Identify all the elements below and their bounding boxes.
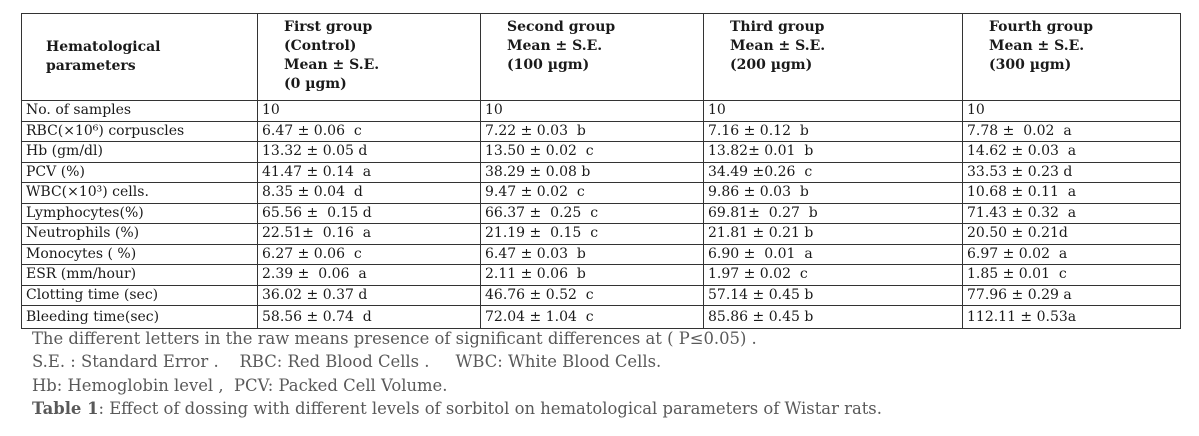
cell-third-group: 85.86 ± 0.45 b bbox=[703, 305, 963, 329]
cell-fourth-group: 77.96 ± 0.29 a bbox=[962, 284, 1181, 306]
cell-first-group: 22.51± 0.16 a bbox=[257, 223, 481, 245]
table-header-row: Hematological parameters First group (Co… bbox=[21, 13, 1181, 101]
cell-second-group: 10 bbox=[480, 100, 704, 122]
cell-third-group: 10 bbox=[703, 100, 963, 122]
cell-third-group: 69.81± 0.27 b bbox=[703, 202, 963, 224]
cell-parameter: ESR (mm/hour) bbox=[21, 264, 258, 286]
cell-fourth-group: 71.43 ± 0.32 a bbox=[962, 202, 1181, 224]
table-row: WBC(×10³) cells. 8.35 ± 0.04 d 9.47 ± 0.02… bbox=[21, 182, 1181, 204]
cell-parameter: PCV (%) bbox=[21, 161, 258, 183]
cell-third-group: 7.16 ± 0.12 b bbox=[703, 120, 963, 142]
hematology-table: Hematological parameters First group (Co… bbox=[21, 13, 1181, 329]
cell-parameter: RBC(×10⁶) corpuscles bbox=[21, 120, 258, 142]
cell-parameter: Clotting time (sec) bbox=[21, 284, 258, 306]
cell-parameter: Lymphocytes(%) bbox=[21, 202, 258, 224]
note-abbreviations-2: Hb: Hemoglobin level , PCV: Packed Cell … bbox=[32, 375, 448, 395]
header-third-group: Third group Mean ± S.E. (200 µgm) bbox=[703, 13, 963, 101]
cell-first-group: 36.02 ± 0.37 d bbox=[257, 284, 481, 306]
cell-fourth-group: 20.50 ± 0.21d bbox=[962, 223, 1181, 245]
cell-first-group: 13.32 ± 0.05 d bbox=[257, 141, 481, 163]
cell-fourth-group: 1.85 ± 0.01 c bbox=[962, 264, 1181, 286]
cell-first-group: 58.56 ± 0.74 d bbox=[257, 305, 481, 329]
table-notes: The different letters in the raw means p… bbox=[32, 327, 882, 421]
cell-first-group: 65.56 ± 0.15 d bbox=[257, 202, 481, 224]
cell-second-group: 46.76 ± 0.52 c bbox=[480, 284, 704, 306]
cell-fourth-group: 10.68 ± 0.11 a bbox=[962, 182, 1181, 204]
header-second-group: Second group Mean ± S.E. (100 µgm) bbox=[480, 13, 704, 101]
table-row: RBC(×10⁶) corpuscles 6.47 ± 0.06 c 7.22 ± … bbox=[21, 120, 1181, 142]
cell-second-group: 38.29 ± 0.08 b bbox=[480, 161, 704, 183]
cell-third-group: 57.14 ± 0.45 b bbox=[703, 284, 963, 306]
cell-fourth-group: 112.11 ± 0.53a bbox=[962, 305, 1181, 329]
table-row: Hb (gm/dl) 13.32 ± 0.05 d 13.50 ± 0.02 c 13… bbox=[21, 141, 1181, 163]
cell-third-group: 9.86 ± 0.03 b bbox=[703, 182, 963, 204]
cell-first-group: 6.27 ± 0.06 c bbox=[257, 243, 481, 265]
cell-parameter: No. of samples bbox=[21, 100, 258, 122]
caption-text: : Effect of dossing with different level… bbox=[98, 399, 882, 419]
header-first-group: First group (Control) Mean ± S.E. (0 µgm… bbox=[257, 13, 481, 101]
cell-second-group: 66.37 ± 0.25 c bbox=[480, 202, 704, 224]
table-row: Neutrophils (%) 22.51± 0.16 a 21.19 ± 0.15… bbox=[21, 223, 1181, 245]
note-abbreviations-1: S.E. : Standard Error . RBC: Red Blood C… bbox=[32, 352, 662, 372]
cell-parameter: Bleeding time(sec) bbox=[21, 305, 258, 329]
cell-first-group: 8.35 ± 0.04 d bbox=[257, 182, 481, 204]
table-row: Bleeding time(sec) 58.56 ± 0.74 d 72.04 ± … bbox=[21, 305, 1181, 329]
cell-parameter: Hb (gm/dl) bbox=[21, 141, 258, 163]
cell-second-group: 13.50 ± 0.02 c bbox=[480, 141, 704, 163]
cell-third-group: 13.82± 0.01 b bbox=[703, 141, 963, 163]
cell-third-group: 6.90 ± 0.01 a bbox=[703, 243, 963, 265]
cell-parameter: Monocytes ( %) bbox=[21, 243, 258, 265]
cell-fourth-group: 10 bbox=[962, 100, 1181, 122]
cell-third-group: 34.49 ±0.26 c bbox=[703, 161, 963, 183]
cell-first-group: 10 bbox=[257, 100, 481, 122]
table-row: Clotting time (sec) 36.02 ± 0.37 d 46.76 ±… bbox=[21, 284, 1181, 306]
cell-first-group: 2.39 ± 0.06 a bbox=[257, 264, 481, 286]
caption-label: Table 1 bbox=[32, 399, 99, 419]
cell-second-group: 9.47 ± 0.02 c bbox=[480, 182, 704, 204]
table-body: No. of samples 10 10 10 10 RBC(×10⁶) corpuscl… bbox=[21, 100, 1181, 329]
cell-third-group: 21.81 ± 0.21 b bbox=[703, 223, 963, 245]
cell-second-group: 6.47 ± 0.03 b bbox=[480, 243, 704, 265]
table-row: PCV (%) 41.47 ± 0.14 a 38.29 ± 0.08 b 34.49… bbox=[21, 161, 1181, 183]
cell-fourth-group: 6.97 ± 0.02 a bbox=[962, 243, 1181, 265]
cell-parameter: WBC(×10³) cells. bbox=[21, 182, 258, 204]
table-caption: Table 1: Effect of dossing with differen… bbox=[32, 397, 882, 420]
cell-second-group: 2.11 ± 0.06 b bbox=[480, 264, 704, 286]
header-fourth-group: Fourth group Mean ± S.E. (300 µgm) bbox=[962, 13, 1181, 101]
cell-fourth-group: 14.62 ± 0.03 a bbox=[962, 141, 1181, 163]
cell-parameter: Neutrophils (%) bbox=[21, 223, 258, 245]
cell-second-group: 7.22 ± 0.03 b bbox=[480, 120, 704, 142]
table-row: Monocytes ( %) 6.27 ± 0.06 c 6.47 ± 0.03 b… bbox=[21, 243, 1181, 265]
cell-first-group: 6.47 ± 0.06 c bbox=[257, 120, 481, 142]
cell-second-group: 72.04 ± 1.04 c bbox=[480, 305, 704, 329]
cell-third-group: 1.97 ± 0.02 c bbox=[703, 264, 963, 286]
header-parameters: Hematological parameters bbox=[21, 13, 258, 101]
cell-second-group: 21.19 ± 0.15 c bbox=[480, 223, 704, 245]
table-row: No. of samples 10 10 10 10 bbox=[21, 100, 1181, 122]
cell-fourth-group: 33.53 ± 0.23 d bbox=[962, 161, 1181, 183]
cell-fourth-group: 7.78 ± 0.02 a bbox=[962, 120, 1181, 142]
table-row: Lymphocytes(%) 65.56 ± 0.15 d 66.37 ± 0.25… bbox=[21, 202, 1181, 224]
cell-first-group: 41.47 ± 0.14 a bbox=[257, 161, 481, 183]
note-significance: The different letters in the raw means p… bbox=[32, 329, 757, 348]
